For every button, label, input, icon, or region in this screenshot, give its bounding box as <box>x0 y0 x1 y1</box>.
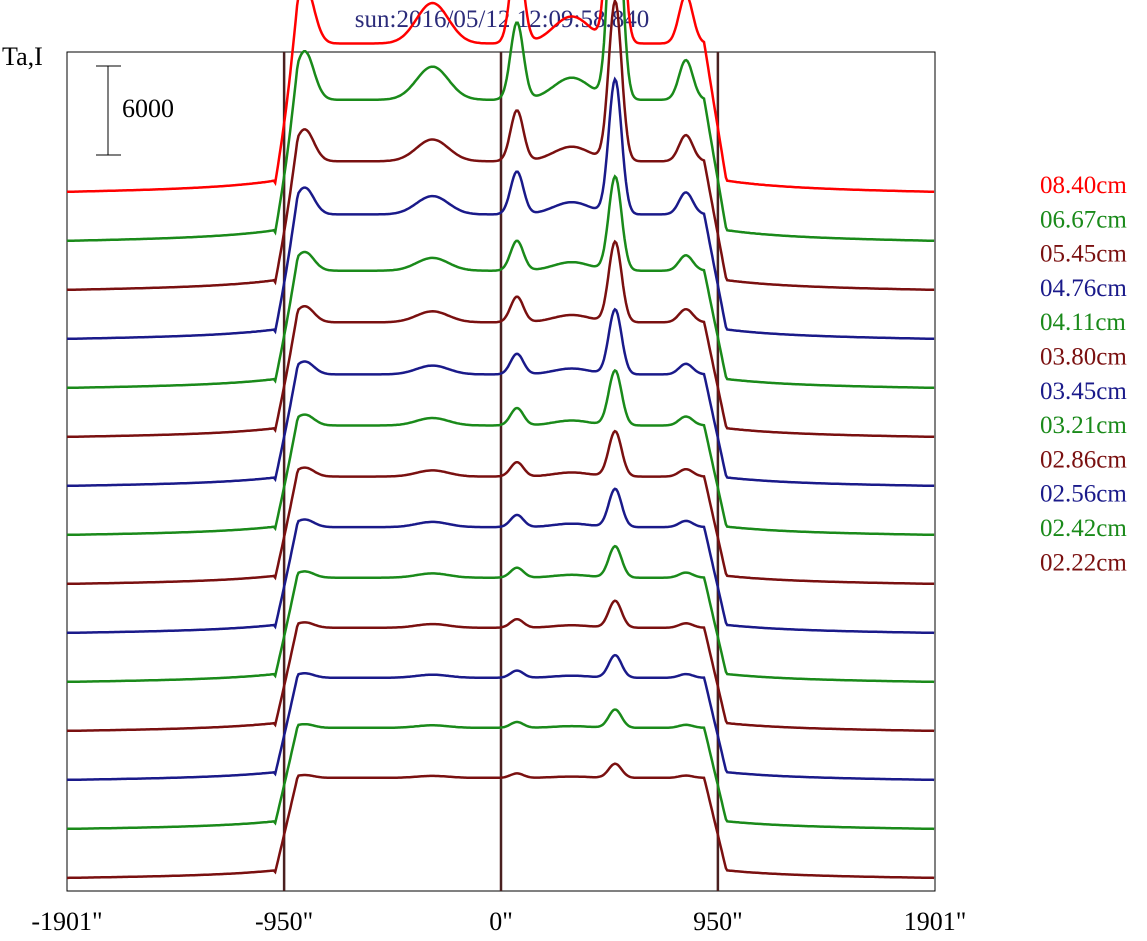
legend-entry: 04.76cm <box>1040 275 1127 302</box>
scale-bar: 6000 <box>96 65 174 156</box>
legend-entry: 03.21cm <box>1040 412 1127 439</box>
series-line <box>67 0 935 292</box>
x-tick-label: -950" <box>255 907 313 936</box>
series-line <box>67 762 935 880</box>
legend-entry: 06.67cm <box>1040 206 1127 233</box>
series-line <box>66 368 935 537</box>
series-line <box>66 653 935 782</box>
legend-entry: 08.40cm <box>1040 172 1127 199</box>
legend-entry: 02.86cm <box>1040 446 1127 473</box>
x-tick-label: 950" <box>693 907 743 936</box>
legend-entry: 02.22cm <box>1040 549 1127 576</box>
x-tick-label: -1901" <box>31 907 102 936</box>
legend-entry: 03.80cm <box>1040 344 1127 371</box>
series-line <box>66 239 935 439</box>
legend-entry: 03.45cm <box>1040 378 1127 405</box>
series-line <box>67 174 935 390</box>
series-line <box>66 599 935 733</box>
x-tick-label: 1901" <box>904 907 967 936</box>
legend-entry: 02.42cm <box>1040 515 1127 542</box>
legend-entry: 05.45cm <box>1040 241 1127 268</box>
series-line <box>66 307 935 488</box>
series-line <box>66 544 935 684</box>
x-tick-label: 0" <box>489 907 513 936</box>
scale-bar-label: 6000 <box>122 94 174 123</box>
y-axis-label: Ta,I <box>2 42 43 71</box>
legend-entry: 04.11cm <box>1040 309 1126 336</box>
series-line <box>66 487 935 635</box>
series-line <box>66 429 935 586</box>
series-line <box>67 76 935 341</box>
series-line <box>67 0 935 243</box>
series-line <box>66 708 935 831</box>
legend-entry: 02.56cm <box>1040 481 1127 508</box>
series-line <box>67 0 935 194</box>
